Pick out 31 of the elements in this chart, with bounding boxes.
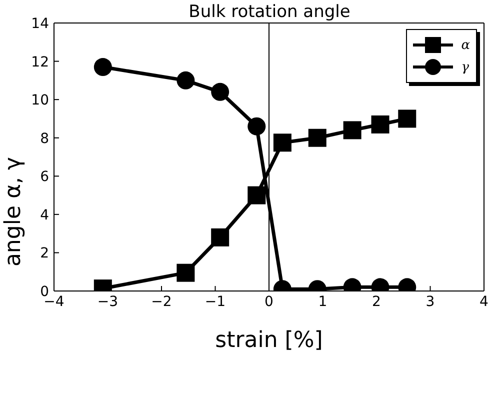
y-tick-label: 2 — [40, 246, 49, 262]
point — [176, 71, 195, 90]
y-tick-label: 4 — [40, 207, 50, 224]
x-tick-label: 3 — [426, 294, 435, 310]
x-tick-label: 4 — [480, 294, 489, 310]
x-tick-label: −3 — [97, 294, 118, 310]
y-tick-label: 14 — [31, 16, 50, 32]
y-tick-label: 10 — [31, 92, 49, 109]
y-axis-title: angle α, γ — [0, 157, 26, 267]
x-tick-label: −2 — [151, 294, 172, 310]
y-tick-label: 8 — [40, 130, 49, 147]
point — [248, 117, 266, 136]
point — [308, 128, 326, 147]
x-tick-label: −1 — [204, 294, 226, 310]
y-tick-label: 12 — [31, 54, 49, 70]
y-tick-label: 6 — [40, 169, 50, 186]
legend-label: α — [461, 38, 470, 52]
point — [211, 82, 230, 101]
x-axis-title: strain [%] — [215, 328, 323, 353]
x-tick-label: 0 — [264, 294, 274, 310]
y-tick-label: 0 — [40, 284, 49, 300]
point — [343, 121, 362, 140]
point — [273, 134, 292, 152]
legend-label: γ — [461, 60, 469, 74]
chart-title: Bulk rotation angle — [188, 2, 352, 22]
point — [371, 115, 390, 134]
x-tick-label: 2 — [372, 294, 381, 310]
point — [248, 186, 266, 204]
x-tick-label: 1 — [318, 294, 328, 310]
point — [94, 58, 112, 76]
point — [398, 110, 416, 128]
